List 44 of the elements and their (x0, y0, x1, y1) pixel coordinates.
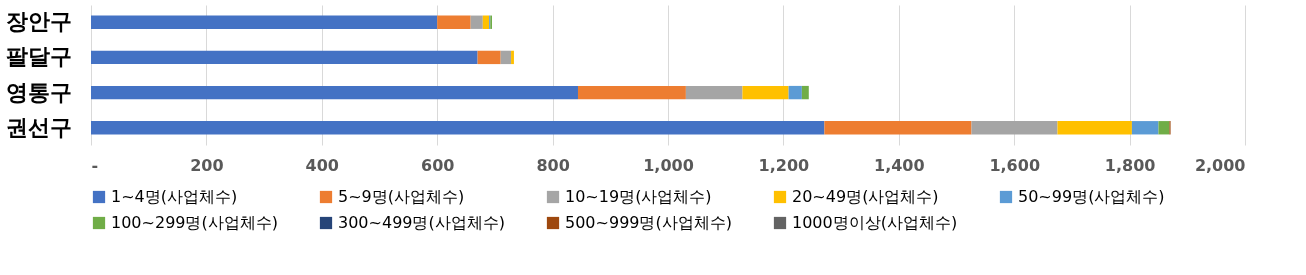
bar (500, 50, 512, 65)
x-tick-label: 1,800 (1104, 155, 1156, 175)
bar (824, 121, 972, 135)
x-tick-label: 200 (190, 155, 224, 175)
bar (1057, 121, 1132, 135)
bar (91, 121, 825, 135)
y-tick-label: 팔달구 (5, 44, 72, 70)
bar (1131, 121, 1159, 135)
x-tick-label: 1,600 (989, 155, 1040, 175)
bar (742, 85, 789, 100)
x-tick-label: 600 (421, 155, 455, 175)
bar (91, 50, 478, 65)
x-tick-label: 1,200 (758, 155, 810, 175)
y-tick-label: 권선구 (5, 114, 72, 140)
y-tick-label: 장안구 (5, 9, 72, 35)
legend-label: 100~299명(사업체수) (111, 213, 278, 232)
legend-label: 50~99명(사업체수) (1018, 187, 1165, 206)
bar (1158, 121, 1170, 135)
legend-label: 300~499명(사업체수) (338, 213, 505, 232)
bar (971, 121, 1058, 135)
bar (470, 15, 483, 29)
legend-label: 10~19명(사업체수) (565, 187, 712, 206)
bar (801, 85, 809, 100)
bar (685, 85, 743, 100)
x-tick-label: 1,000 (643, 155, 694, 175)
legend-label: 1000명이상(사업체수) (792, 213, 958, 232)
x-tick-label: 400 (305, 155, 339, 175)
bar (577, 85, 686, 100)
x-tick-label: 800 (536, 155, 570, 175)
bar (482, 15, 490, 29)
bar (788, 85, 802, 100)
bar (477, 50, 501, 65)
legend-label: 20~49명(사업체수) (792, 187, 939, 206)
legend-label: 5~9명(사업체수) (338, 187, 465, 206)
x-tick-label: 2,000 (1194, 155, 1246, 175)
bar (511, 50, 514, 65)
bar (437, 15, 471, 29)
bar (91, 85, 578, 100)
bar (91, 15, 438, 29)
x-tick-label: 1,400 (874, 155, 925, 175)
y-tick-label: 영통구 (5, 79, 72, 105)
x-tick-label: - (91, 155, 99, 175)
legend-label: 1~4명(사업체수) (111, 187, 238, 206)
legend-label: 500~999명(사업체수) (565, 213, 732, 232)
